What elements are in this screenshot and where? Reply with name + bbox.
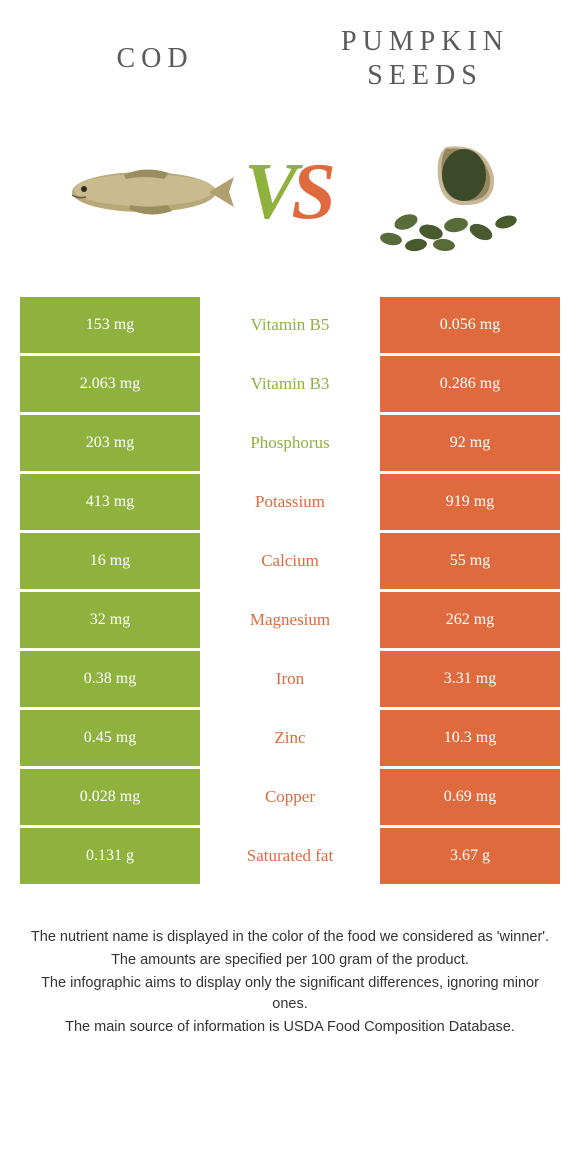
value-left: 2.063 mg xyxy=(20,356,200,412)
table-row: 0.38 mgIron3.31 mg xyxy=(20,651,560,707)
nutrient-name: Phosphorus xyxy=(200,415,380,471)
nutrient-name: Vitamin B3 xyxy=(200,356,380,412)
value-left: 32 mg xyxy=(20,592,200,648)
footer-line: The infographic aims to display only the… xyxy=(30,973,550,1015)
nutrient-name: Vitamin B5 xyxy=(200,297,380,353)
title-left: COD xyxy=(20,43,290,75)
table-row: 0.131 gSaturated fat3.67 g xyxy=(20,828,560,884)
footer-line: The amounts are specified per 100 gram o… xyxy=(30,950,550,971)
comparison-table: 153 mgVitamin B50.056 mg2.063 mgVitamin … xyxy=(0,297,580,887)
value-left: 0.45 mg xyxy=(20,710,200,766)
nutrient-name: Iron xyxy=(200,651,380,707)
nutrient-name: Potassium xyxy=(200,474,380,530)
table-row: 413 mgPotassium919 mg xyxy=(20,474,560,530)
value-left: 0.38 mg xyxy=(20,651,200,707)
vs-s: S xyxy=(291,147,336,238)
footer: The nutrient name is displayed in the co… xyxy=(0,887,580,1040)
value-right: 92 mg xyxy=(380,415,560,471)
title-right: PUMPKINSEEDS xyxy=(290,25,560,92)
value-left: 203 mg xyxy=(20,415,200,471)
table-row: 16 mgCalcium55 mg xyxy=(20,533,560,589)
footer-line: The main source of information is USDA F… xyxy=(30,1017,550,1038)
footer-line: The nutrient name is displayed in the co… xyxy=(30,927,550,948)
value-right: 10.3 mg xyxy=(380,710,560,766)
value-left: 0.131 g xyxy=(20,828,200,884)
value-right: 262 mg xyxy=(380,592,560,648)
value-right: 55 mg xyxy=(380,533,560,589)
vs-v: V xyxy=(244,147,297,238)
value-left: 0.028 mg xyxy=(20,769,200,825)
table-row: 32 mgMagnesium262 mg xyxy=(20,592,560,648)
header: COD PUMPKINSEEDS xyxy=(0,0,580,107)
value-right: 3.31 mg xyxy=(380,651,560,707)
nutrient-name: Copper xyxy=(200,769,380,825)
cod-image xyxy=(54,127,234,257)
table-row: 0.45 mgZinc10.3 mg xyxy=(20,710,560,766)
table-row: 0.028 mgCopper0.69 mg xyxy=(20,769,560,825)
value-left: 153 mg xyxy=(20,297,200,353)
nutrient-name: Magnesium xyxy=(200,592,380,648)
nutrient-name: Calcium xyxy=(200,533,380,589)
pumpkin-seeds-image xyxy=(346,127,526,257)
value-right: 3.67 g xyxy=(380,828,560,884)
value-right: 0.69 mg xyxy=(380,769,560,825)
table-row: 203 mgPhosphorus92 mg xyxy=(20,415,560,471)
table-row: 153 mgVitamin B50.056 mg xyxy=(20,297,560,353)
table-row: 2.063 mgVitamin B30.286 mg xyxy=(20,356,560,412)
value-left: 16 mg xyxy=(20,533,200,589)
nutrient-name: Zinc xyxy=(200,710,380,766)
vs-label: V S xyxy=(244,147,336,238)
nutrient-name: Saturated fat xyxy=(200,828,380,884)
value-right: 919 mg xyxy=(380,474,560,530)
value-right: 0.286 mg xyxy=(380,356,560,412)
value-left: 413 mg xyxy=(20,474,200,530)
value-right: 0.056 mg xyxy=(380,297,560,353)
hero: V S xyxy=(0,107,580,297)
